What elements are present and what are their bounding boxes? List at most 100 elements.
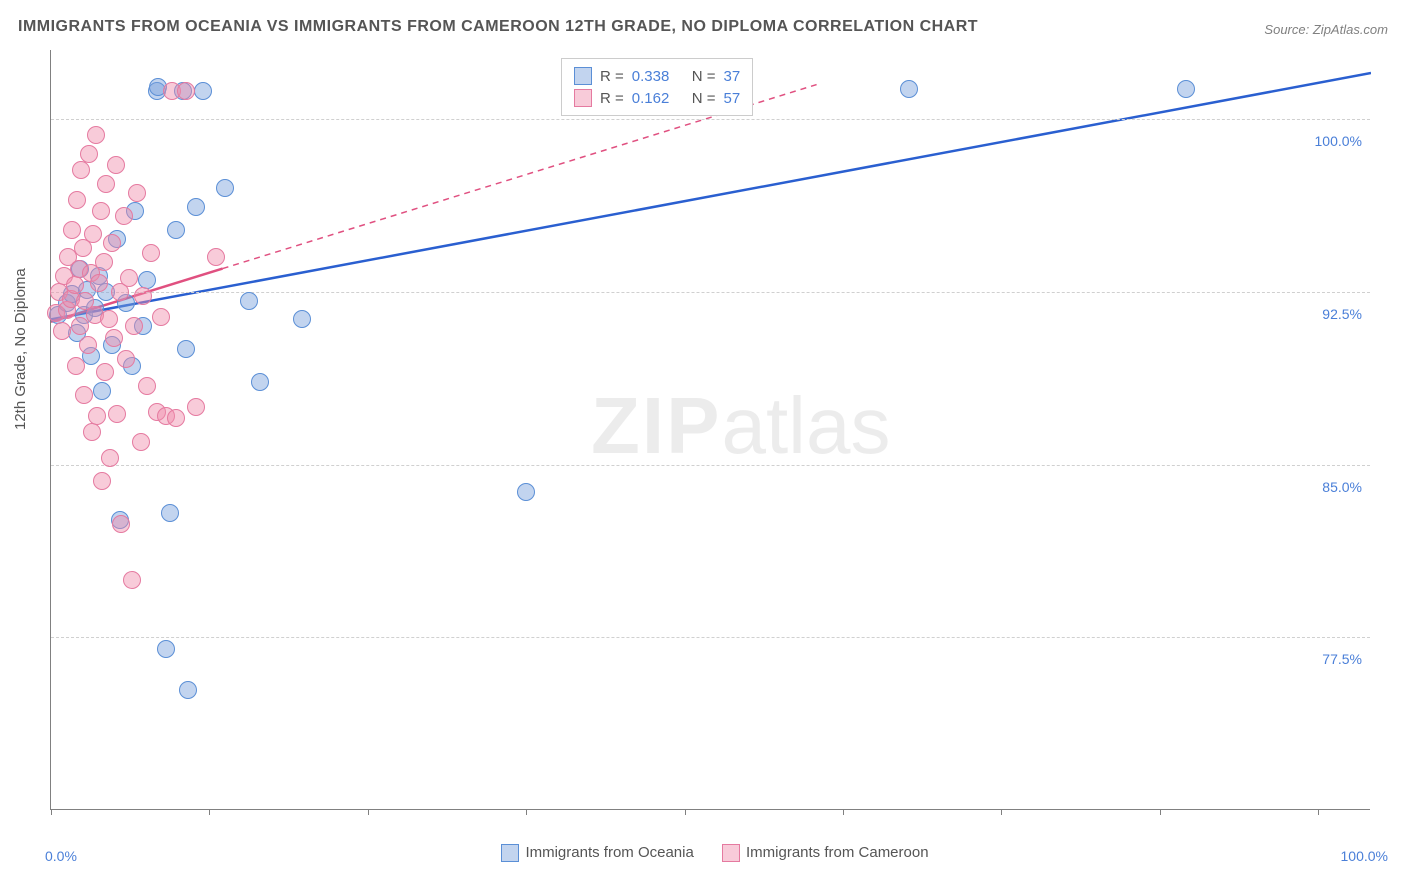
data-point <box>177 340 195 358</box>
x-tick <box>1160 809 1161 815</box>
data-point <box>128 184 146 202</box>
y-tick-label: 85.0% <box>1322 479 1362 495</box>
data-point <box>207 248 225 266</box>
legend-row: R = 0.162 N = 57 <box>574 87 740 109</box>
data-point <box>92 202 110 220</box>
legend-n-label: N = <box>692 68 716 85</box>
data-point <box>194 82 212 100</box>
data-point <box>84 225 102 243</box>
data-point <box>93 472 111 490</box>
x-tick <box>1001 809 1002 815</box>
legend-r-label: R = <box>600 68 624 85</box>
data-point <box>107 156 125 174</box>
data-point <box>293 310 311 328</box>
legend-n-label: N = <box>692 90 716 107</box>
legend-row: R = 0.338 N = 37 <box>574 65 740 87</box>
x-tick <box>51 809 52 815</box>
data-point <box>79 336 97 354</box>
y-tick-label: 77.5% <box>1322 651 1362 667</box>
legend-r-value: 0.162 <box>632 90 684 107</box>
y-axis-label: 12th Grade, No Diploma <box>12 268 29 430</box>
data-point <box>103 234 121 252</box>
data-point <box>96 363 114 381</box>
data-point <box>152 308 170 326</box>
gridline <box>51 637 1370 638</box>
data-point <box>125 317 143 335</box>
gridline <box>51 119 1370 120</box>
legend-r-value: 0.338 <box>632 68 684 85</box>
watermark-atlas: atlas <box>721 381 890 470</box>
x-tick <box>1318 809 1319 815</box>
x-tick <box>843 809 844 815</box>
data-point <box>63 221 81 239</box>
source-label: Source: <box>1264 22 1309 37</box>
data-point <box>179 681 197 699</box>
legend-swatch <box>722 844 740 862</box>
data-point <box>105 329 123 347</box>
data-point <box>88 407 106 425</box>
legend-series-1: Immigrants from Oceania <box>525 844 693 861</box>
data-point <box>134 287 152 305</box>
data-point <box>67 357 85 375</box>
data-point <box>93 382 111 400</box>
data-point <box>132 433 150 451</box>
y-tick-label: 92.5% <box>1322 306 1362 322</box>
data-point <box>68 191 86 209</box>
y-tick-label: 100.0% <box>1315 133 1362 149</box>
data-point <box>100 310 118 328</box>
bottom-legend: Immigrants from Oceania Immigrants from … <box>0 844 1406 862</box>
data-point <box>108 405 126 423</box>
scatter-plot: ZIPatlas R = 0.338 N = 37 R = 0.162 N = … <box>50 50 1370 810</box>
data-point <box>123 571 141 589</box>
data-point <box>112 515 130 533</box>
x-max-label: 100.0% <box>1341 848 1388 864</box>
x-tick <box>368 809 369 815</box>
legend-r-label: R = <box>600 90 624 107</box>
data-point <box>97 175 115 193</box>
chart-title: IMMIGRANTS FROM OCEANIA VS IMMIGRANTS FR… <box>18 18 978 36</box>
legend-swatch <box>574 89 592 107</box>
data-point <box>80 145 98 163</box>
data-point <box>101 449 119 467</box>
x-tick <box>209 809 210 815</box>
legend-swatch <box>574 67 592 85</box>
legend-swatch <box>501 844 519 862</box>
watermark-zip: ZIP <box>591 381 721 470</box>
data-point <box>167 221 185 239</box>
data-point <box>177 82 195 100</box>
data-point <box>142 244 160 262</box>
data-point <box>66 276 84 294</box>
gridline <box>51 465 1370 466</box>
data-point <box>53 322 71 340</box>
x-tick <box>526 809 527 815</box>
data-point <box>95 253 113 271</box>
regression-lines <box>51 50 1371 810</box>
legend-series-2: Immigrants from Cameroon <box>746 844 929 861</box>
data-point <box>1177 80 1195 98</box>
data-point <box>161 504 179 522</box>
data-point <box>120 269 138 287</box>
x-min-label: 0.0% <box>45 848 77 864</box>
x-tick <box>685 809 686 815</box>
data-point <box>83 423 101 441</box>
data-point <box>90 274 108 292</box>
data-point <box>517 483 535 501</box>
data-point <box>187 198 205 216</box>
data-point <box>72 161 90 179</box>
data-point <box>138 377 156 395</box>
correlation-legend: R = 0.338 N = 37 R = 0.162 N = 57 <box>561 58 753 116</box>
data-point <box>167 409 185 427</box>
source-name: ZipAtlas.com <box>1313 22 1388 37</box>
data-point <box>251 373 269 391</box>
data-point <box>240 292 258 310</box>
data-point <box>900 80 918 98</box>
data-point <box>157 640 175 658</box>
data-point <box>187 398 205 416</box>
data-point <box>216 179 234 197</box>
source-attribution: Source: ZipAtlas.com <box>1264 22 1388 37</box>
legend-n-value: 57 <box>724 90 741 107</box>
data-point <box>75 386 93 404</box>
legend-n-value: 37 <box>724 68 741 85</box>
data-point <box>115 207 133 225</box>
watermark: ZIPatlas <box>591 380 890 472</box>
